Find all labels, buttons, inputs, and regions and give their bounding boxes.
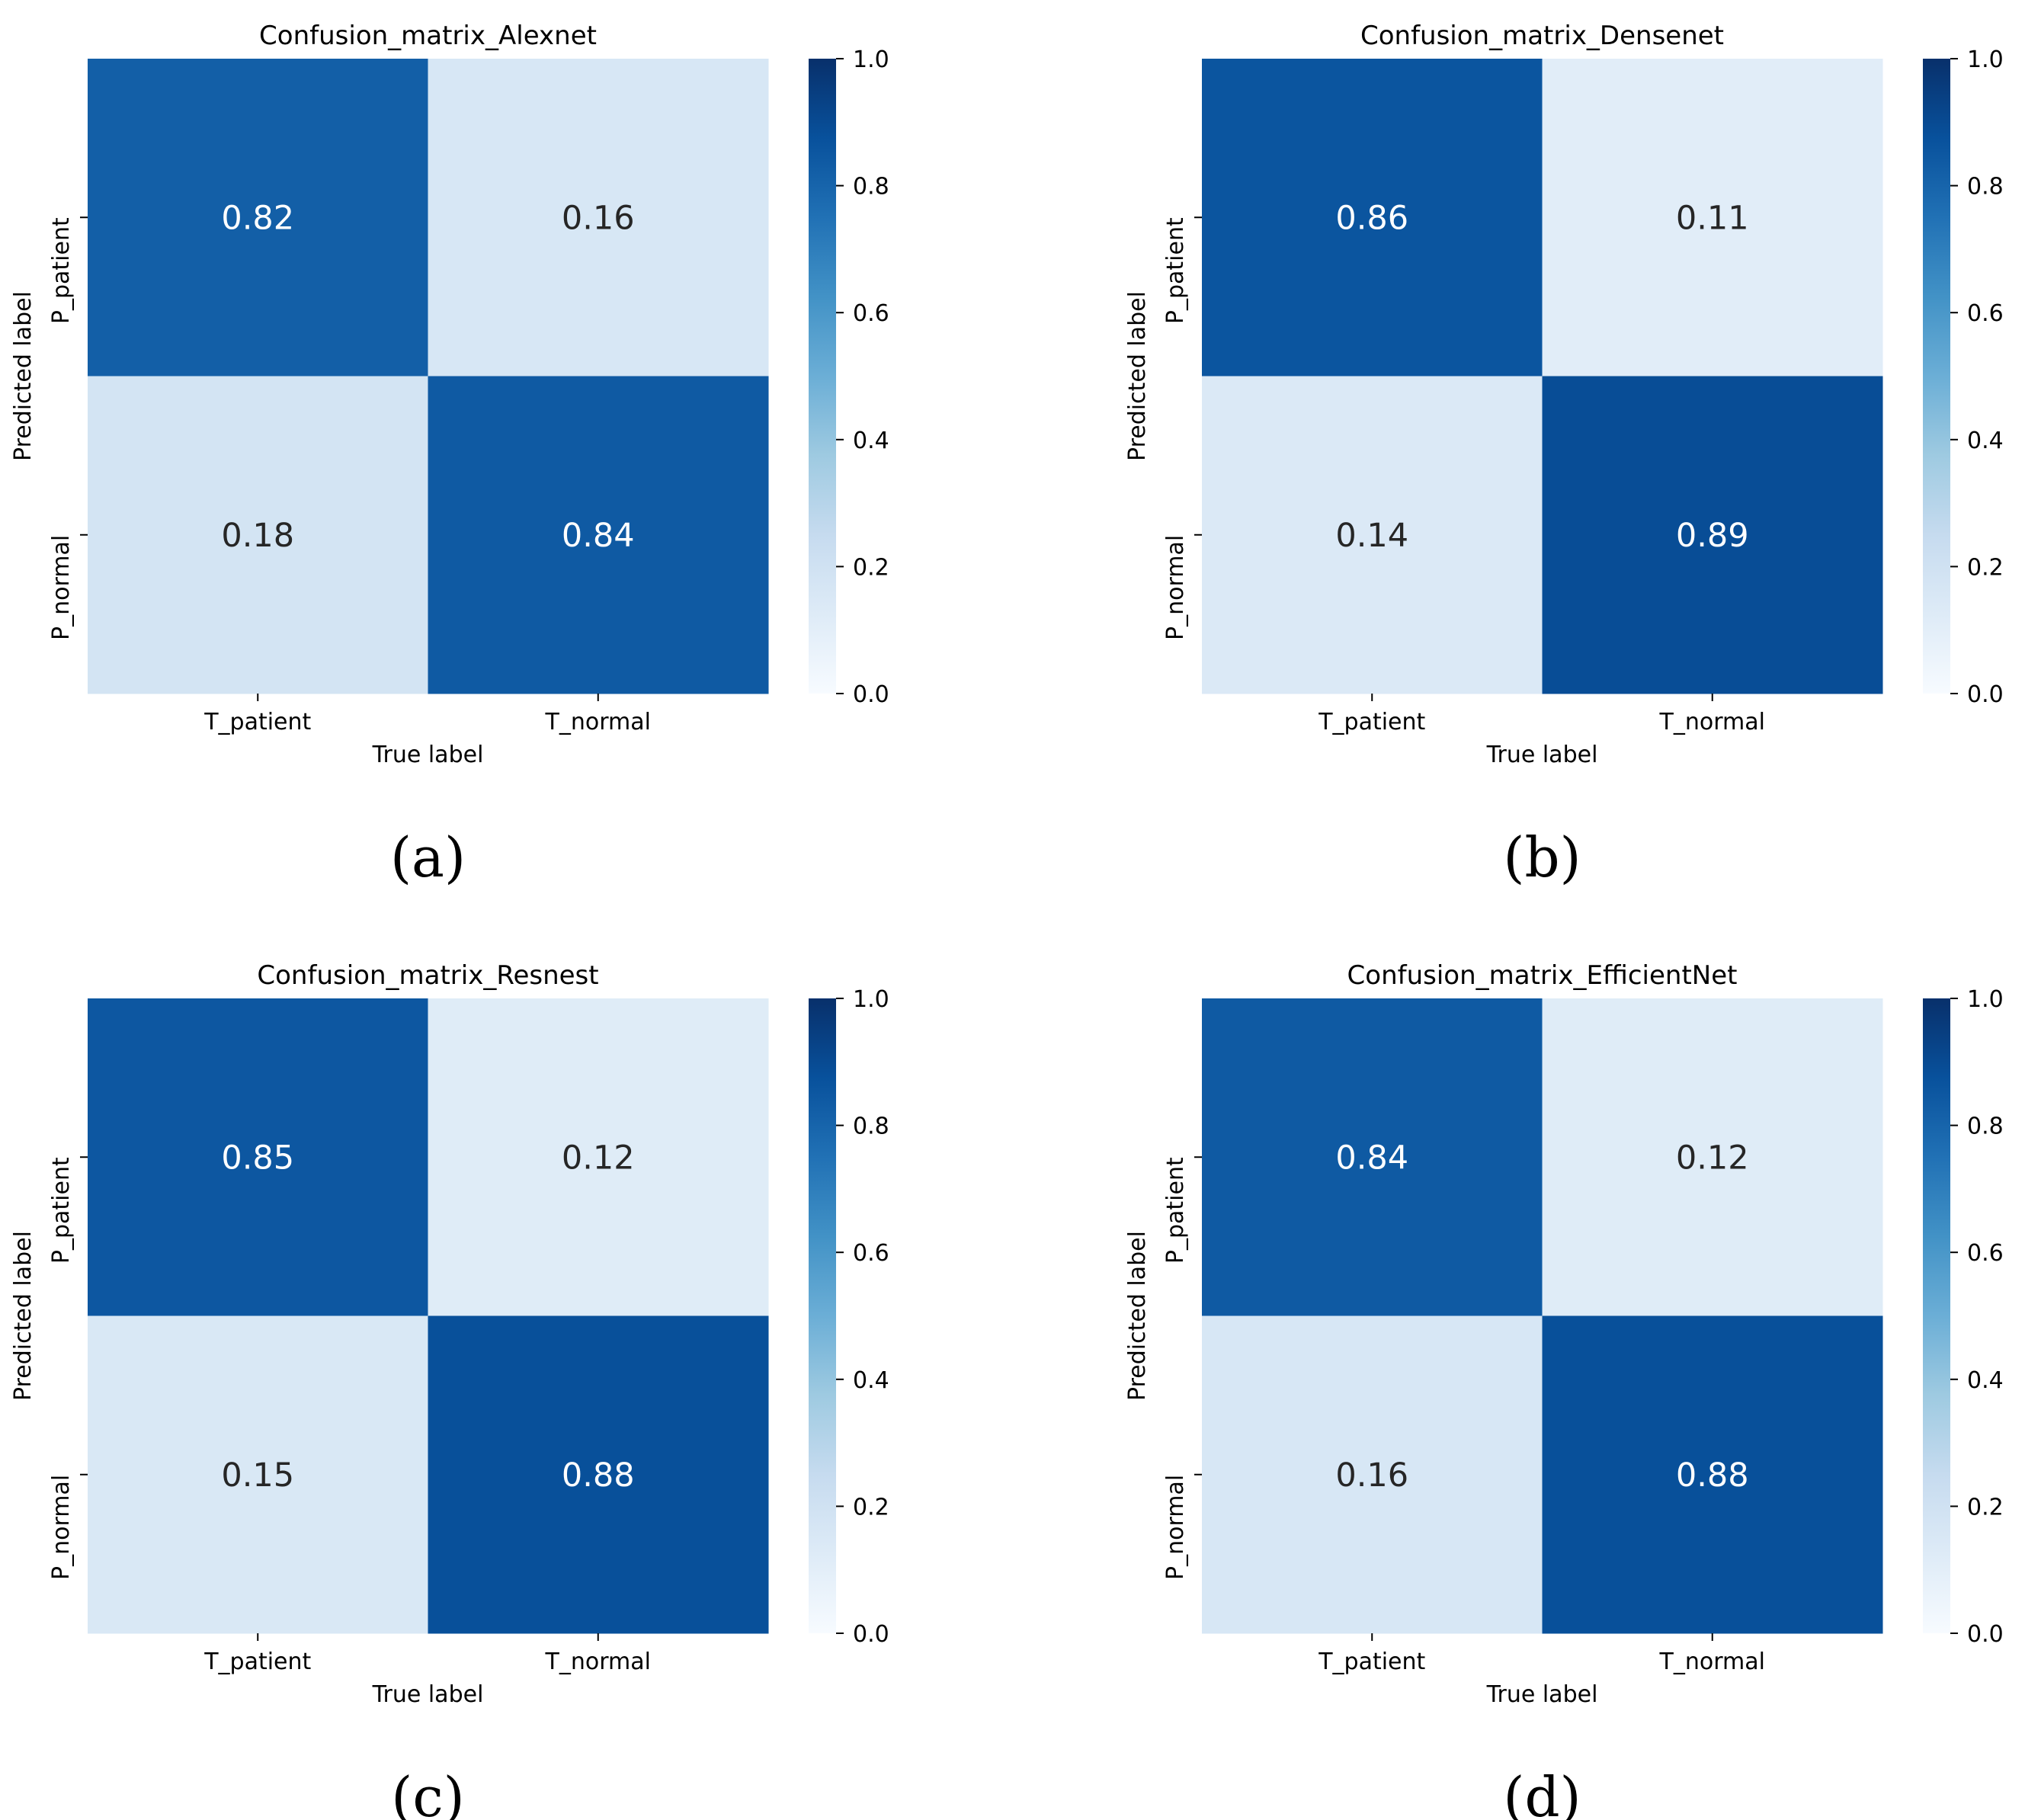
colorbar-tick-label: 0.0	[1967, 1621, 2004, 1648]
heatmap-cell	[428, 376, 769, 694]
colorbar	[809, 998, 836, 1633]
cell-value-label: 0.82	[221, 199, 294, 237]
cell-value-label: 0.14	[1335, 517, 1408, 555]
y-axis-label: Predicted label	[10, 1231, 37, 1401]
y-axis-label: Predicted label	[1124, 1231, 1151, 1401]
y-tick-label: P_patient	[1162, 217, 1189, 324]
colorbar-tick-label: 0.2	[1967, 554, 2004, 581]
x-axis-label: True label	[372, 742, 484, 768]
cell-value-label: 0.85	[221, 1139, 294, 1177]
colorbar-tick-label: 0.6	[853, 1240, 889, 1267]
confusion-matrix-panel: Confusion_matrix_EfficientNet 0.84 0.12 0.1…	[1124, 960, 2004, 1820]
colorbar-tick-label: 0.8	[853, 1113, 889, 1140]
y-axis-label: Predicted label	[1124, 291, 1151, 461]
cell-value-label: 0.84	[562, 517, 635, 555]
colorbar-tick-label: 0.6	[853, 300, 889, 327]
heatmap-cell	[1202, 59, 1543, 376]
cell-value-label: 0.11	[1676, 199, 1749, 237]
heatmap-cell	[428, 998, 769, 1316]
colorbar-tick-label: 0.2	[1967, 1494, 2004, 1520]
heatmap-cell	[1202, 376, 1543, 694]
y-tick-label: P_normal	[1162, 535, 1189, 640]
y-tick-label: P_normal	[48, 535, 75, 640]
cell-value-label: 0.86	[1335, 199, 1408, 237]
colorbar-tick-label: 0.4	[1967, 428, 2004, 454]
colorbar	[809, 59, 836, 694]
colorbar-tick-label: 0.8	[1967, 174, 2004, 200]
heatmap-cell	[1542, 998, 1883, 1316]
x-tick-label: T_patient	[1318, 1649, 1425, 1675]
colorbar-tick-label: 0.4	[853, 428, 889, 454]
colorbar-tick-label: 0.0	[853, 1621, 889, 1648]
x-tick-label: T_normal	[545, 1649, 651, 1675]
colorbar-tick-label: 0.2	[853, 1494, 889, 1520]
colorbar-tick-label: 0.2	[853, 554, 889, 581]
panel-caption: (c)	[391, 1765, 465, 1820]
heatmap-cell	[88, 376, 428, 694]
x-axis-label: True label	[1486, 742, 1598, 768]
heatmap-cell	[1202, 998, 1543, 1316]
cell-value-label: 0.88	[1676, 1456, 1749, 1495]
x-tick-label: T_patient	[1318, 709, 1425, 735]
cell-value-label: 0.16	[562, 199, 635, 237]
panel-caption: (a)	[390, 825, 466, 889]
x-tick-label: T_patient	[203, 709, 311, 735]
confusion-matrix-panel: Confusion_matrix_Densenet 0.86 0.11 0.14 0.8…	[1124, 21, 2004, 889]
x-axis-label: True label	[372, 1681, 484, 1708]
heatmap-cell	[1542, 376, 1883, 694]
x-axis-label: True label	[1486, 1681, 1598, 1708]
y-tick-label: P_normal	[1162, 1475, 1189, 1580]
colorbar-tick-label: 0.0	[853, 681, 889, 708]
colorbar-tick-label: 0.6	[1967, 1240, 2004, 1267]
heatmap-cell	[1202, 1315, 1543, 1634]
colorbar-tick-label: 0.6	[1967, 300, 2004, 327]
y-tick-label: P_normal	[48, 1475, 75, 1580]
x-tick-label: T_patient	[203, 1649, 311, 1675]
cell-value-label: 0.84	[1335, 1139, 1408, 1177]
chart-title: Confusion_matrix_Alexnet	[259, 21, 597, 51]
panel-caption: (d)	[1503, 1765, 1581, 1820]
confusion-matrix-panel: Confusion_matrix_Resnest 0.85 0.12 0.15 0.88…	[10, 960, 889, 1820]
colorbar-tick-label: 0.0	[1967, 681, 2004, 708]
y-tick-label: P_patient	[48, 1157, 75, 1264]
heatmap-cell	[428, 1315, 769, 1634]
colorbar-tick-label: 0.8	[1967, 1113, 2004, 1140]
colorbar-tick-label: 1.0	[853, 46, 889, 73]
panel-caption: (b)	[1503, 825, 1581, 889]
heatmap-cell	[1542, 1315, 1883, 1634]
colorbar-tick-label: 0.8	[853, 174, 889, 200]
y-tick-label: P_patient	[1162, 1157, 1189, 1264]
heatmap-cell	[88, 1315, 428, 1634]
chart-title: Confusion_matrix_Resnest	[257, 960, 598, 991]
cell-value-label: 0.12	[562, 1139, 635, 1177]
colorbar-tick-label: 1.0	[1967, 46, 2004, 73]
cell-value-label: 0.15	[221, 1456, 294, 1495]
colorbar	[1923, 59, 1950, 694]
cell-value-label: 0.89	[1676, 517, 1749, 555]
cell-value-label: 0.18	[221, 517, 294, 555]
y-tick-label: P_patient	[48, 217, 75, 324]
x-tick-label: T_normal	[1659, 1649, 1765, 1675]
heatmap-cell	[88, 998, 428, 1316]
x-tick-label: T_normal	[545, 709, 651, 735]
chart-title: Confusion_matrix_EfficientNet	[1347, 960, 1738, 991]
heatmap-cell	[1542, 59, 1883, 376]
cell-value-label: 0.12	[1676, 1139, 1749, 1177]
chart-title: Confusion_matrix_Densenet	[1360, 21, 1724, 51]
colorbar-tick-label: 0.4	[1967, 1367, 2004, 1394]
cell-value-label: 0.16	[1335, 1456, 1408, 1495]
confusion-matrix-panel: Confusion_matrix_Alexnet 0.82 0.16 0.18 0.84…	[10, 21, 889, 889]
heatmap-cell	[88, 59, 428, 376]
colorbar-tick-label: 0.4	[853, 1367, 889, 1394]
colorbar-tick-label: 1.0	[1967, 986, 2004, 1013]
y-axis-label: Predicted label	[10, 291, 37, 461]
x-tick-label: T_normal	[1659, 709, 1765, 735]
colorbar-tick-label: 1.0	[853, 986, 889, 1013]
cell-value-label: 0.88	[562, 1456, 635, 1495]
heatmap-cell	[428, 59, 769, 376]
colorbar	[1923, 998, 1950, 1633]
